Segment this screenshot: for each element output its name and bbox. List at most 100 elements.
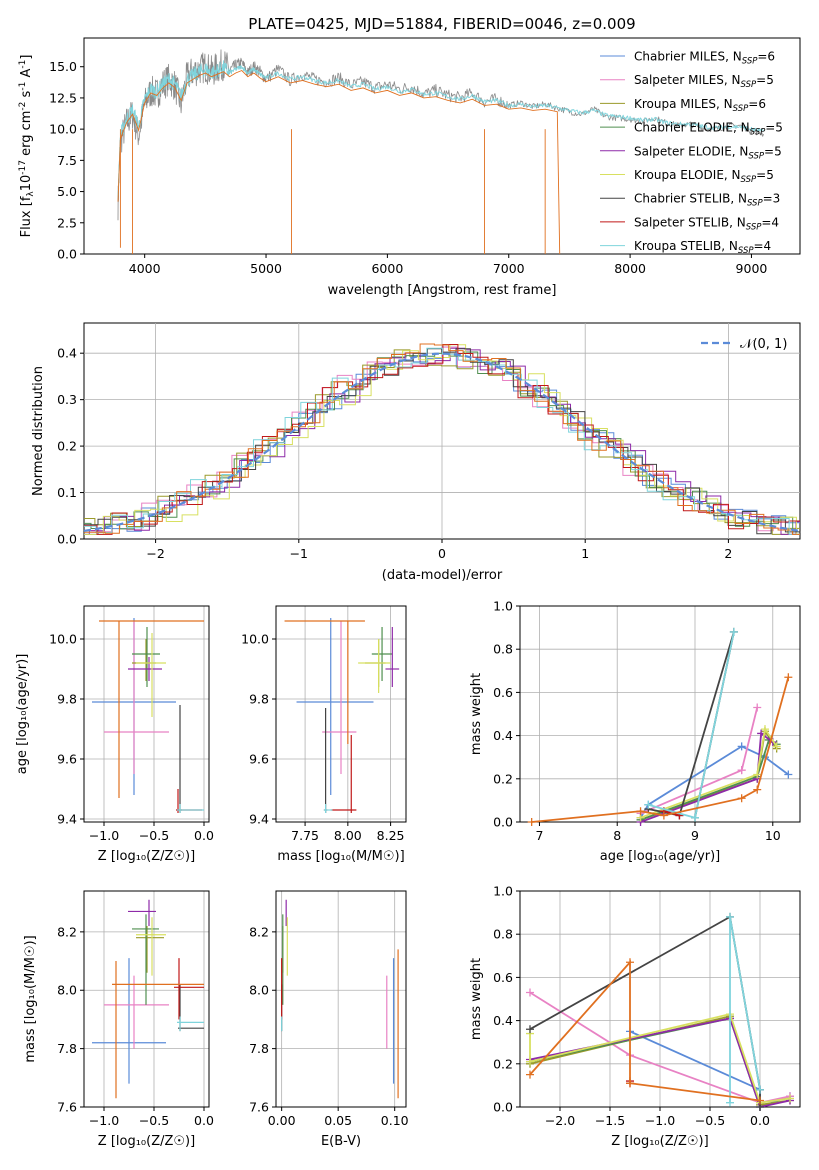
residual-x-ticks: −2 −1 0 1 2 (146, 539, 732, 561)
axes-frame (83, 890, 210, 1108)
mass-vs-ebv-panel: 0.00 0.05 0.10 7.6 7.8 8.0 8.2 E(B-V) (249, 890, 409, 1149)
legend-sub: SSP (741, 175, 757, 185)
legend-text: Chabrier ELODIE, N (634, 121, 750, 135)
x-tick-label: 8 (613, 828, 621, 843)
y-tick-label: 2.5 (57, 215, 77, 230)
weight-marker (527, 818, 536, 826)
legend-count: =6 (757, 50, 775, 64)
spectrum-y-label: Flux [fλ10-17 erg cm-2 s-1 A-1] (18, 55, 36, 238)
y-tick-label: 9.4 (249, 812, 269, 827)
weight-marker (753, 703, 762, 712)
x-tick-label: 2 (724, 546, 732, 561)
y-tick-label: 5.0 (57, 184, 77, 199)
x-tick-label: −1.0 (89, 1113, 119, 1128)
x-tick-label: −2 (146, 546, 164, 561)
y-tick-label: 0.8 (493, 927, 513, 942)
weight-marker (526, 988, 534, 997)
legend-label: Kroupa ELODIE, NSSP=5 (634, 168, 774, 185)
y-axis-label: mass [log₁₀(M/M☉)] (23, 935, 38, 1062)
x-tick-label: 9000 (736, 261, 768, 276)
x-tick-label: 0.00 (268, 1113, 296, 1128)
x-tick-label: 9 (691, 828, 699, 843)
x-tick-label: 8.00 (334, 828, 362, 843)
x-axis-label: age [log₁₀(age/yr)] (600, 849, 721, 864)
legend-text: Salpeter STELIB, N (634, 215, 746, 229)
spectrum-y-ticks: 0.0 2.5 5.0 7.5 10.0 12.5 15.0 (49, 59, 84, 262)
legend-label: Kroupa STELIB, NSSP=4 (634, 239, 771, 256)
y-tick-label: 15.0 (49, 59, 77, 74)
y-tick-label: 7.6 (249, 1100, 269, 1115)
legend-sub: SSP (742, 57, 758, 67)
x-tick-label: −1.0 (645, 1113, 675, 1128)
weight-marker (626, 958, 634, 967)
weight-marker (526, 1070, 534, 1079)
weight-line (531, 677, 790, 823)
y-tick-label: 8.0 (249, 983, 269, 998)
legend-text: Chabrier MILES, N (634, 50, 742, 64)
weight-marker (761, 725, 769, 734)
y-tick-label: 1.0 (493, 599, 513, 614)
legend-count: =3 (763, 192, 781, 206)
legend-count: =5 (764, 144, 782, 158)
weight-vs-metallicity-panel: −2.0 −1.5 −1.0 −0.5 0.0 0.0 0.2 0.4 0.6 0.8 1.0 Z [… (469, 884, 801, 1149)
weight-marker (753, 770, 762, 779)
x-tick-label: 7.75 (291, 828, 319, 843)
x-axis-label: Z [log₁₀(Z/Z☉)] (611, 1134, 708, 1149)
legend-sub: SSP (733, 104, 749, 114)
x-tick-label: 0.0 (194, 828, 214, 843)
weight-marker (756, 1096, 764, 1105)
weight-marker (636, 807, 645, 816)
axes-frame (83, 605, 210, 823)
x-tick-label: −0.5 (139, 1113, 169, 1128)
legend-sub: SSP (746, 222, 762, 232)
legend-label: Salpeter MILES, NSSP=5 (634, 73, 774, 90)
y-tick-label: 10.0 (49, 122, 77, 137)
weight-marker (626, 1079, 634, 1088)
legend-count: =6 (748, 97, 766, 111)
weight-marker (729, 627, 738, 636)
legend-text: Chabrier STELIB, N (634, 192, 747, 206)
legend-label: Chabrier STELIB, NSSP=3 (634, 192, 780, 209)
weight-marker (784, 673, 793, 682)
y-tick-label: 7.6 (57, 1100, 77, 1115)
x-axis-label: mass [log₁₀(M/M☉)] (277, 849, 404, 864)
weight-marker (644, 800, 653, 809)
x-tick-label: 7 (535, 828, 543, 843)
y-tick-label: 7.5 (57, 153, 77, 168)
weight-marker (526, 1057, 534, 1066)
weight-marker (737, 742, 746, 751)
residual-y-ticks: 0.0 0.1 0.2 0.3 0.4 (57, 346, 84, 547)
legend-count: =5 (765, 121, 783, 135)
residual-histogram (84, 343, 800, 535)
weight-marker (784, 770, 793, 779)
y-tick-label: 0.2 (57, 439, 77, 454)
spectrum-series-data (117, 49, 764, 221)
axes-frame (519, 605, 801, 823)
y-tick-label: 10.0 (49, 632, 77, 647)
y-tick-label: 9.6 (249, 752, 269, 767)
legend-text: Salpeter MILES, N (634, 73, 741, 87)
x-axis-label: Z [log₁₀(Z/Z☉)] (98, 1134, 195, 1149)
spectrum-axes (83, 37, 801, 255)
x-tick-label: 0 (438, 546, 446, 561)
y-tick-label: 10.0 (241, 632, 269, 647)
x-tick-label: 7000 (493, 261, 525, 276)
legend-sub: SSP (750, 128, 766, 138)
age-vs-mass-panel: 7.75 8.00 8.25 9.4 9.6 9.8 10.0 mass [log₁₀(M/M… (241, 605, 407, 864)
y-tick-label: 0.2 (493, 771, 513, 786)
x-tick-label: 6000 (371, 261, 403, 276)
y-tick-label: 9.4 (57, 812, 77, 827)
weight-line (529, 959, 761, 1102)
y-tick-label: 0.0 (493, 815, 513, 830)
legend-label: Chabrier MILES, NSSP=6 (634, 50, 775, 67)
x-tick-label: −1 (290, 546, 308, 561)
legend-text: Salpeter ELODIE, N (634, 144, 748, 158)
y-tick-label: 7.8 (57, 1041, 77, 1056)
y-tick-label: 0.3 (57, 392, 77, 407)
x-tick-label: 10 (765, 828, 781, 843)
residual-histogram (84, 347, 800, 535)
spectrum-series-orange (117, 69, 561, 254)
y-tick-label: 0.4 (57, 346, 77, 361)
residual-histograms (84, 343, 801, 535)
x-tick-label: 0.05 (324, 1113, 352, 1128)
